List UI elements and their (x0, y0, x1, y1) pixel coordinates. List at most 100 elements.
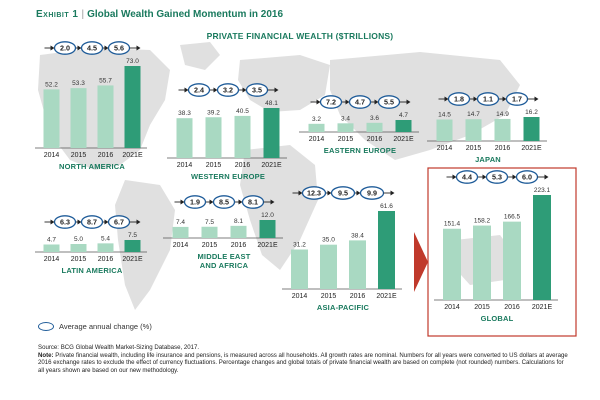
change-value: 2.4 (194, 86, 204, 95)
connector-arrowhead (77, 45, 82, 51)
tick-label: 2014 (437, 145, 453, 152)
note-text: Private financial wealth, including life… (38, 351, 568, 374)
chart-asia-pacific: 31.2 2014 35.0 2015 38.4 2016 61.6 2021E 12.3 9.5… (282, 186, 402, 312)
title-separator: | (81, 9, 85, 20)
data-label: 38.3 (178, 110, 191, 117)
tick-label: 2015 (466, 145, 482, 152)
tick-label: 2016 (350, 293, 366, 300)
chart-eastern-europe: 3.2 2014 3.4 2015 3.6 2016 4.7 2021E 7.2 4.7 5.5 EA… (299, 95, 419, 155)
tick-label: 2015 (338, 136, 354, 143)
exhibit-title-text: Global Wealth Gained Momentum in 2016 (87, 9, 284, 20)
bar-2021E (378, 211, 395, 289)
connector-arrowhead (274, 87, 279, 93)
data-label: 53.3 (72, 80, 85, 87)
tick-label: 2015 (202, 242, 218, 249)
connector-arrowhead (374, 99, 379, 105)
change-value: 1.9 (190, 198, 200, 207)
bar-2015 (320, 244, 337, 289)
bar-2014 (291, 249, 308, 289)
data-label: 12.0 (261, 212, 274, 219)
data-label: 14.9 (496, 111, 509, 118)
bar-2016 (366, 122, 383, 132)
bar-2014 (43, 244, 60, 252)
change-value: 9.9 (367, 189, 377, 198)
bar-2015 (70, 88, 87, 148)
tick-label: 2021E (521, 145, 542, 152)
data-label: 5.0 (74, 236, 83, 243)
data-label: 3.4 (341, 115, 350, 122)
data-label: 38.4 (351, 232, 364, 239)
bar-2016 (97, 243, 114, 252)
change-ellipse (80, 215, 104, 229)
legend-ellipse-icon (38, 322, 54, 331)
bar-2014 (172, 226, 189, 238)
source-text: Source: BCG Global Wealth Market-Sizing … (38, 344, 200, 351)
bar-2021E (124, 66, 141, 148)
bar-2014 (43, 89, 60, 148)
notes: Source: BCG Global Wealth Market-Sizing … (38, 344, 568, 374)
map-africa (240, 145, 318, 270)
change-ellipse (216, 83, 240, 97)
bar-2014 (436, 119, 453, 141)
change-ellipse (348, 95, 372, 109)
connector-arrowhead (390, 190, 395, 196)
data-label: 31.2 (293, 241, 306, 248)
bar-2016 (349, 240, 366, 289)
connector-arrowhead (356, 190, 361, 196)
tick-label: 2015 (71, 152, 87, 159)
tick-label: 2015 (321, 293, 337, 300)
change-value: 5.3 (492, 173, 502, 182)
data-label: 151.4 (444, 221, 461, 228)
connector-arrowhead (104, 45, 109, 51)
chart-latin-america: 4.7 2014 5.0 2015 5.4 2016 7.5 2021E 6.3 8.7 6.7 LA… (35, 215, 147, 275)
data-label: 8.1 (234, 218, 243, 225)
connector-arrowhead (238, 199, 243, 205)
region-title: JAPAN (475, 155, 501, 164)
change-value: 4.4 (462, 173, 472, 182)
connector-arrowhead (482, 174, 487, 180)
connector-arrowhead (50, 219, 55, 225)
data-label: 39.2 (207, 109, 220, 116)
connector-arrowhead (270, 199, 275, 205)
data-label: 48.1 (265, 100, 278, 107)
global-highlight-box (427, 167, 577, 337)
tick-label: 2021E (532, 304, 553, 311)
connector-arrowhead (473, 96, 478, 102)
bar-2016 (503, 221, 521, 300)
tick-label: 2021E (257, 242, 278, 249)
tick-label: 2016 (235, 162, 251, 169)
data-label: 3.2 (312, 116, 321, 123)
data-label: 7.5 (128, 232, 137, 239)
data-label: 7.5 (205, 219, 214, 226)
region-title: AND AFRICA (200, 261, 249, 270)
chart-subtitle: PRIVATE FINANCIAL WEALTH ($TRILLIONS) (206, 31, 394, 41)
connector-arrowhead (444, 96, 449, 102)
connector-arrowhead (298, 190, 303, 196)
legend: Average annual change (%) (38, 322, 152, 331)
arrow-to-global (414, 232, 428, 292)
connector-arrowhead (136, 219, 141, 225)
data-label: 223.1 (534, 187, 551, 194)
map-greenland (180, 42, 220, 70)
bar-2015 (205, 117, 222, 158)
change-value: 6.0 (522, 173, 532, 182)
region-title: LATIN AMERICA (62, 266, 123, 275)
tick-label: 2021E (393, 136, 414, 143)
bar-2015 (337, 123, 354, 132)
bar-2014 (176, 118, 193, 158)
change-value: 5.6 (114, 44, 124, 53)
chart-japan: 14.5 2014 14.7 2015 14.9 2016 16.2 2021E 1.8 1.1 1… (427, 92, 547, 164)
change-value: 3.5 (252, 86, 262, 95)
chart-global: 151.4 2014 158.2 2015 166.5 2016 223.1 2021E 4.4… (434, 170, 558, 323)
change-value: 8.5 (219, 198, 229, 207)
tick-label: 2016 (231, 242, 247, 249)
connector-arrowhead (184, 87, 189, 93)
connector-arrowhead (327, 190, 332, 196)
chart-middle-east-and-africa: 7.4 2014 7.5 2015 8.1 2016 12.0 2021E 1.9 8.5 8.1 M… (163, 195, 283, 270)
bar-2021E (395, 120, 412, 132)
region-title: EASTERN EUROPE (324, 146, 396, 155)
change-value: 5.5 (384, 98, 394, 107)
legend-label: Average annual change (%) (59, 322, 152, 331)
connector-arrowhead (544, 174, 549, 180)
